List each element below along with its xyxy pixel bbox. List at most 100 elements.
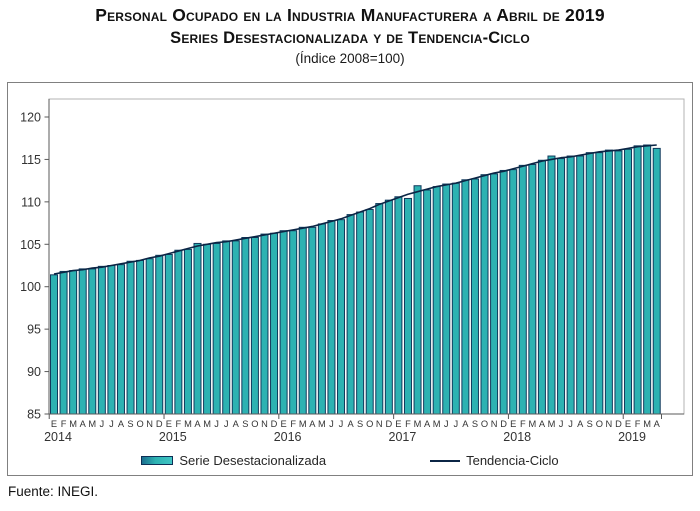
bar-month-51 — [537, 159, 546, 415]
month-label: A — [424, 419, 431, 429]
month-label: A — [654, 419, 661, 429]
month-label: S — [357, 419, 363, 429]
month-label: A — [462, 419, 469, 429]
bar-month-9 — [136, 259, 145, 415]
month-label: M — [299, 419, 307, 429]
bar-month-20 — [241, 237, 250, 415]
bar-month-30 — [337, 219, 346, 415]
bar-month-4 — [88, 268, 97, 415]
bar-month-22 — [260, 233, 269, 415]
bar-month-50 — [528, 164, 537, 415]
month-label: F — [176, 419, 182, 429]
month-label: A — [233, 419, 240, 429]
y-tick-label: 95 — [27, 323, 41, 337]
y-tick-label: 110 — [21, 195, 41, 209]
line-swatch-icon — [430, 459, 461, 462]
bar-swatch-icon — [141, 456, 174, 465]
month-label: S — [127, 419, 133, 429]
bar-month-11 — [155, 254, 164, 415]
month-label: F — [61, 419, 67, 429]
month-label: M — [433, 419, 441, 429]
bar-month-59 — [614, 150, 623, 415]
bar-month-24 — [279, 230, 288, 415]
month-label: F — [405, 419, 411, 429]
bar-month-52 — [547, 155, 556, 415]
legend-label-serie: Serie Desestacionalizada — [179, 453, 327, 468]
y-tick-label: 105 — [20, 238, 41, 252]
month-label: N — [146, 419, 153, 429]
chart-frame: 85 90 95 100 105 110 115 120 2014 E F M A M J J A S O N D 201… — [7, 82, 693, 476]
month-label: J — [453, 419, 458, 429]
bar-month-31 — [346, 214, 355, 415]
bar-month-48 — [509, 169, 518, 415]
month-label: D — [385, 419, 392, 429]
bar-month-34 — [375, 203, 384, 415]
month-label: M — [414, 419, 422, 429]
month-label: S — [472, 419, 478, 429]
month-label: N — [606, 419, 613, 429]
month-label: J — [100, 419, 105, 429]
bar-month-10 — [145, 258, 154, 415]
bar-month-62 — [643, 144, 652, 415]
bar-month-7 — [116, 264, 125, 415]
bar-month-18 — [222, 240, 231, 415]
bar-month-1 — [59, 270, 68, 415]
bar-month-15 — [193, 242, 202, 415]
month-label: E — [510, 419, 516, 429]
chart-subtitle: Series Desestacionalizada y de Tendencia… — [170, 29, 530, 47]
year-label: 2019 — [618, 430, 646, 444]
month-label: D — [156, 419, 163, 429]
bar-month-13 — [174, 249, 183, 415]
source-note: Fuente: INEGI. — [8, 484, 99, 499]
month-label: J — [214, 419, 219, 429]
bar-month-26 — [298, 226, 307, 415]
year-label: 2015 — [159, 430, 187, 444]
month-label: J — [329, 419, 334, 429]
month-label: F — [635, 419, 641, 429]
month-label: O — [481, 419, 488, 429]
y-tick-label: 90 — [27, 365, 41, 379]
month-label: M — [528, 419, 536, 429]
trend-line — [53, 144, 657, 275]
bar-month-28 — [317, 223, 326, 415]
bar-month-38 — [413, 185, 422, 415]
chart-index-note: (Índice 2008=100) — [295, 51, 405, 66]
month-label: A — [577, 419, 584, 429]
bar-month-17 — [212, 242, 221, 415]
month-label: S — [587, 419, 593, 429]
month-label: O — [366, 419, 373, 429]
month-label: D — [271, 419, 278, 429]
bar-month-45 — [480, 174, 489, 415]
y-tick-label: 85 — [27, 408, 41, 422]
bar-month-23 — [270, 232, 279, 415]
bar-month-58 — [604, 149, 613, 415]
bar-month-21 — [250, 237, 259, 415]
bar-month-29 — [327, 220, 336, 415]
bar-month-37 — [403, 197, 412, 415]
bar-month-47 — [499, 169, 508, 415]
bar-month-3 — [78, 268, 87, 415]
month-label: N — [376, 419, 383, 429]
month-label: N — [261, 419, 268, 429]
bar-month-33 — [365, 208, 374, 415]
month-label: J — [224, 419, 229, 429]
month-label: F — [290, 419, 296, 429]
bar-month-14 — [183, 248, 192, 415]
month-label: M — [184, 419, 192, 429]
month-label: A — [309, 419, 316, 429]
bar-month-61 — [633, 145, 642, 415]
month-label: J — [568, 419, 573, 429]
chart-legend: Serie Desestacionalizada Tendencia-Ciclo — [8, 453, 692, 468]
bar-month-36 — [394, 196, 403, 415]
month-label: S — [242, 419, 248, 429]
bar-month-5 — [97, 265, 106, 415]
month-label: E — [625, 419, 631, 429]
bar-month-49 — [518, 164, 527, 415]
bar-month-6 — [107, 265, 116, 415]
bar-month-39 — [423, 189, 432, 415]
chart-title: Personal Ocupado en la Industria Manufac… — [95, 5, 605, 25]
month-label: J — [559, 419, 564, 429]
bar-month-55 — [576, 155, 585, 415]
year-label: 2017 — [389, 430, 417, 444]
bar-month-60 — [624, 148, 633, 415]
